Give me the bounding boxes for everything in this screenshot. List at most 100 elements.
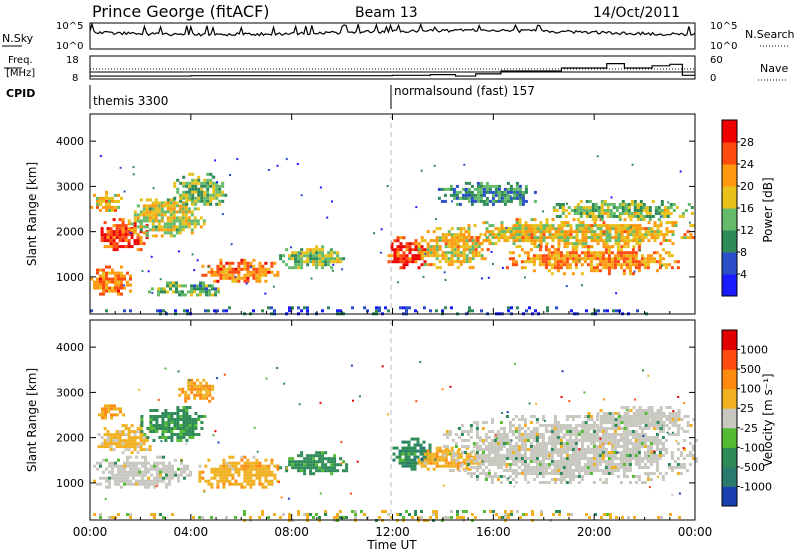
velocity-cell xyxy=(112,433,116,437)
velocity-cell xyxy=(184,396,188,400)
velocity-cell xyxy=(240,455,244,459)
velocity-cell xyxy=(136,445,140,449)
velocity-cell xyxy=(622,442,626,445)
velocity-cell xyxy=(249,473,253,477)
power-cell xyxy=(139,230,143,234)
power-cell xyxy=(188,196,192,200)
power-cell xyxy=(169,222,173,226)
power-cell xyxy=(557,236,561,240)
power-cell xyxy=(604,257,608,261)
velocity-speckle xyxy=(180,459,183,462)
velocity-cell xyxy=(318,454,322,458)
velocity-cell xyxy=(679,454,683,457)
power-cell xyxy=(607,251,611,255)
power-cell xyxy=(109,230,113,234)
velocity-cell xyxy=(562,451,566,454)
power-cell xyxy=(512,242,516,246)
power-cell xyxy=(408,245,412,249)
velocity-cell xyxy=(552,513,555,516)
power-cell xyxy=(452,193,456,197)
power-cell xyxy=(465,245,469,249)
velocity-cell xyxy=(607,433,611,436)
power-cell xyxy=(530,230,534,234)
power-cell xyxy=(106,227,110,231)
velocity-cell xyxy=(121,439,125,443)
power-cell xyxy=(399,254,403,258)
power-cell xyxy=(545,236,549,240)
velocity-cell xyxy=(635,409,639,412)
velocity-cell xyxy=(571,463,575,466)
power-cell xyxy=(692,236,696,240)
power-cell xyxy=(166,284,169,288)
power-cell xyxy=(216,267,220,271)
velocity-cell xyxy=(309,454,313,458)
power-cell xyxy=(625,251,629,255)
power-cell xyxy=(479,190,483,194)
power-cell xyxy=(273,309,276,313)
power-cell xyxy=(511,251,515,255)
velocity-cell xyxy=(149,418,153,421)
power-cell xyxy=(396,254,400,258)
velocity-cell xyxy=(309,513,312,516)
power-cell xyxy=(477,254,481,258)
power-cell xyxy=(530,236,534,240)
velocity-cell xyxy=(475,451,479,454)
power-cell xyxy=(163,222,167,226)
velocity-cell xyxy=(252,479,256,483)
velocity-cell xyxy=(121,451,125,455)
power-cell xyxy=(607,272,611,276)
velocity-cell xyxy=(324,513,327,516)
power-cell xyxy=(447,242,451,246)
power-cell xyxy=(208,284,211,288)
velocity-cell xyxy=(138,470,141,474)
velocity-cell xyxy=(126,458,129,462)
velocity-cell xyxy=(99,464,102,468)
velocity-cell xyxy=(656,424,660,427)
power-cell xyxy=(577,260,581,264)
velocity-cell xyxy=(508,448,512,451)
velocity-cell xyxy=(592,436,596,439)
power-cell xyxy=(620,236,624,240)
velocity-cell xyxy=(658,439,662,442)
power-speckle xyxy=(236,158,239,161)
velocity-cell xyxy=(297,466,301,470)
power-cell xyxy=(620,245,624,249)
power-cell xyxy=(121,233,125,237)
velocity-cell xyxy=(496,454,500,457)
velocity-cell xyxy=(294,460,298,464)
power-cell xyxy=(459,233,463,237)
velocity-cell xyxy=(574,415,578,418)
velocity-cell xyxy=(207,479,211,483)
velocity-speckle xyxy=(528,402,531,405)
velocity-cell xyxy=(517,436,521,439)
velocity-cell xyxy=(650,424,654,427)
velocity-cell xyxy=(300,460,304,464)
power-cell xyxy=(315,254,319,258)
power-cell xyxy=(471,245,475,249)
power-cell xyxy=(571,248,575,252)
power-cell xyxy=(467,196,471,200)
velocity-cell xyxy=(429,455,433,459)
velocity-cell xyxy=(623,424,627,427)
velocity-cell xyxy=(677,409,681,412)
velocity-cell xyxy=(532,460,536,463)
velocity-cell xyxy=(460,439,464,442)
power-cell xyxy=(658,257,662,261)
power-cell xyxy=(553,263,557,267)
velocity-cell xyxy=(135,470,138,474)
power-cell xyxy=(399,236,403,240)
power-cell xyxy=(200,199,204,203)
velocity-cell xyxy=(541,433,545,436)
power-cell xyxy=(471,251,475,255)
velocity-cell xyxy=(502,454,506,457)
velocity-cell xyxy=(210,470,214,474)
velocity-cell xyxy=(529,457,533,460)
velocity-cell xyxy=(496,460,500,463)
velocity-cell xyxy=(129,461,132,465)
power-cell xyxy=(635,224,639,228)
power-cell xyxy=(336,260,340,264)
velocity-cell xyxy=(213,476,217,480)
power-cell xyxy=(178,284,181,288)
power-cell xyxy=(154,234,158,238)
power-cell xyxy=(440,199,444,203)
